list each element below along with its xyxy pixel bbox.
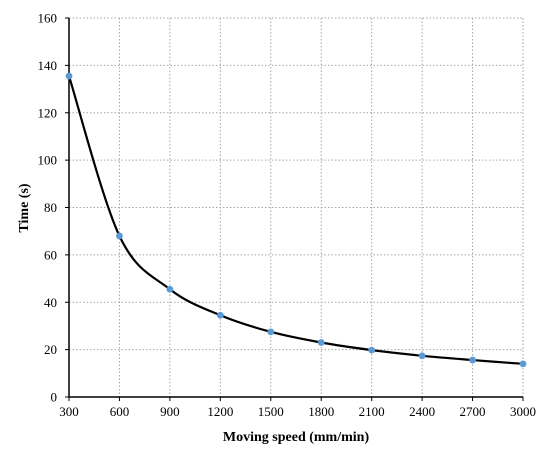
data-point	[65, 72, 73, 80]
y-tick-label: 80	[44, 200, 57, 215]
data-point	[317, 339, 325, 346]
data-point	[418, 352, 426, 360]
x-tick-label: 2400	[409, 404, 435, 419]
x-tick-label: 2100	[359, 404, 385, 419]
data-point	[216, 311, 224, 319]
y-tick-label: 100	[38, 153, 58, 168]
y-tick-label: 20	[44, 342, 57, 357]
data-point	[368, 346, 376, 354]
data-point	[267, 328, 275, 336]
y-tick-label: 60	[44, 247, 57, 262]
axes	[65, 17, 524, 401]
data-point	[116, 232, 123, 240]
series	[65, 72, 527, 368]
y-tick-label: 120	[38, 105, 58, 120]
y-tick-label: 140	[38, 58, 58, 73]
data-point	[519, 360, 527, 368]
y-axis-title: Time (s)	[17, 183, 32, 232]
x-tick-label: 300	[59, 404, 79, 419]
series-line	[67, 74, 525, 365]
tick-labels: 300 600 900 1200 1500 1800 2100 2400 2700 3000 0 20…	[38, 11, 537, 420]
data-point	[469, 356, 476, 364]
x-tick-label: 1200	[207, 404, 233, 419]
data-point	[166, 285, 174, 293]
x-axis-title: Moving speed (mm/min)	[223, 430, 370, 445]
y-tick-label: 160	[38, 11, 58, 26]
x-tick-label: 3000	[510, 404, 536, 419]
x-tick-label: 1800	[308, 404, 334, 419]
y-tick-label: 40	[44, 295, 57, 310]
x-tick-label: 900	[160, 404, 180, 419]
x-tick-label: 1500	[258, 404, 284, 419]
x-tick-label: 600	[110, 404, 130, 419]
x-tick-label: 2700	[460, 404, 486, 419]
grid	[69, 17, 524, 397]
y-tick-label: 0	[51, 390, 58, 405]
